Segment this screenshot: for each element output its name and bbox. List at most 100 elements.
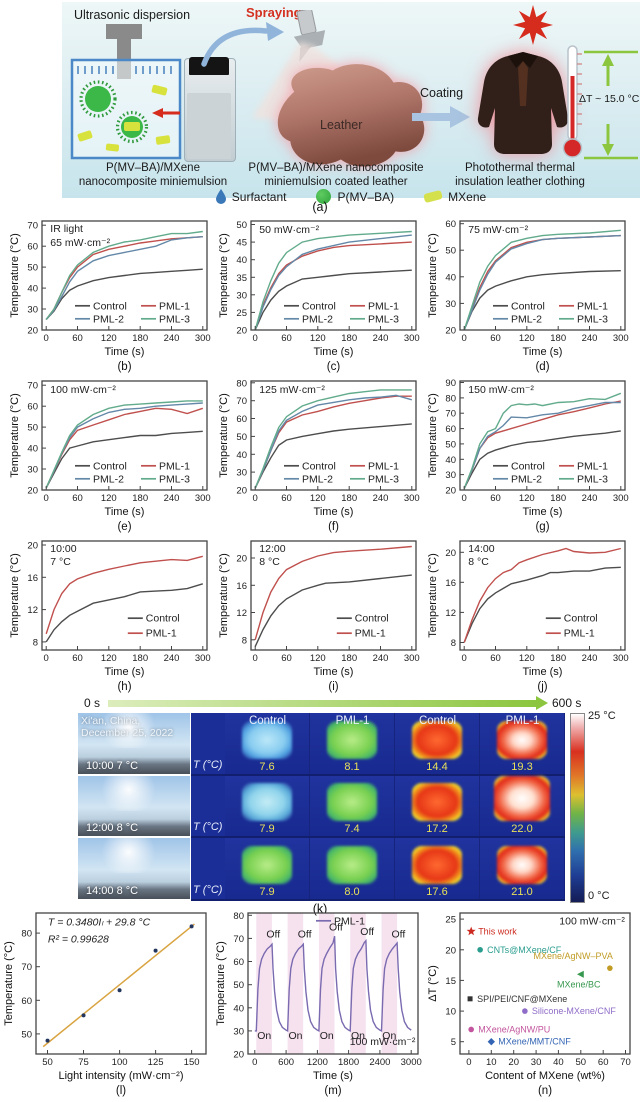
vial-cap bbox=[189, 57, 229, 75]
svg-text:100: 100 bbox=[112, 1057, 128, 1068]
svg-text:PML-2: PML-2 bbox=[511, 313, 542, 325]
svg-text:(n): (n) bbox=[538, 1085, 552, 1097]
svg-text:20: 20 bbox=[236, 326, 247, 337]
svg-text:60: 60 bbox=[445, 424, 456, 435]
svg-text:240: 240 bbox=[581, 333, 597, 344]
svg-text:70: 70 bbox=[21, 962, 32, 973]
svg-text:Time (s): Time (s) bbox=[104, 346, 144, 358]
svg-text:On: On bbox=[288, 1030, 302, 1042]
thermal-column-header: Control bbox=[248, 715, 287, 727]
svg-text:(g): (g) bbox=[535, 521, 549, 533]
svg-text:Control: Control bbox=[563, 613, 597, 625]
chart-row-1: 0 60 120 180 240 300 20 30 40 50 60 70 IR light 65 mW… bbox=[0, 216, 640, 379]
svg-text:120: 120 bbox=[100, 493, 116, 504]
svg-text:PML-1: PML-1 bbox=[145, 628, 176, 640]
svg-text:Time (s): Time (s) bbox=[522, 506, 562, 518]
svg-text:12: 12 bbox=[236, 608, 247, 619]
svg-text:Silicone-MXene/CNF: Silicone-MXene/CNF bbox=[532, 1006, 617, 1016]
svg-text:Temperature (°C): Temperature (°C) bbox=[218, 233, 230, 317]
svg-text:80: 80 bbox=[445, 393, 456, 404]
svg-text:Time (s): Time (s) bbox=[313, 506, 353, 518]
svg-text:(m): (m) bbox=[324, 1085, 341, 1097]
svg-text:120: 120 bbox=[309, 333, 325, 344]
sun-icon bbox=[513, 5, 553, 45]
thermal-image-cell: 8.1 bbox=[310, 713, 395, 774]
svg-text:70: 70 bbox=[27, 221, 38, 232]
svg-text:Off: Off bbox=[360, 926, 374, 938]
svg-text:Temperature (°C): Temperature (°C) bbox=[427, 233, 439, 317]
svg-text:Temperature (°C): Temperature (°C) bbox=[3, 941, 15, 1025]
svg-text:40: 40 bbox=[445, 455, 456, 466]
svg-text:50: 50 bbox=[27, 263, 38, 274]
svg-text:30: 30 bbox=[531, 1057, 542, 1068]
thermal-image-cell: 22.0 bbox=[480, 775, 565, 837]
svg-text:Off: Off bbox=[298, 928, 312, 940]
photo-time-label: 14:00 8 °C bbox=[86, 884, 139, 897]
svg-text:40: 40 bbox=[236, 255, 247, 266]
svg-text:PML-2: PML-2 bbox=[511, 473, 542, 485]
thermometer-icon bbox=[562, 45, 583, 158]
svg-text:300: 300 bbox=[403, 653, 419, 664]
svg-text:PML-2: PML-2 bbox=[93, 473, 124, 485]
miniemulsion-vial-photo bbox=[184, 57, 236, 162]
svg-text:(e): (e) bbox=[117, 521, 131, 533]
svg-text:180: 180 bbox=[341, 493, 357, 504]
timeline-end-label: 600 s bbox=[552, 696, 582, 710]
svg-text:0: 0 bbox=[43, 493, 48, 504]
svg-text:30: 30 bbox=[445, 299, 456, 310]
svg-text:Control: Control bbox=[511, 460, 545, 472]
svg-text:On: On bbox=[351, 1030, 365, 1042]
thermal-sample-blob bbox=[327, 783, 377, 822]
panel-f-chart: 0 60 120 180 240 300 20 30 40 50 60 70 80 125 mW·cm⁻²… bbox=[218, 376, 423, 539]
chart-svg-j: 0 60 120 180 240 300 8 12 16 20 14:008 °C Control PM… bbox=[427, 540, 628, 693]
svg-text:180: 180 bbox=[550, 333, 566, 344]
svg-text:PML-3: PML-3 bbox=[368, 473, 399, 485]
thermal-temperature-value: 7.4 bbox=[344, 823, 360, 836]
panel-k-thermal: 0 s 600 s Xi'an, China, December 25, 2022… bbox=[0, 696, 640, 916]
svg-text:10:00: 10:00 bbox=[50, 543, 76, 555]
svg-text:30: 30 bbox=[233, 1026, 244, 1037]
panel-h-chart: 0 60 120 180 240 300 8 12 16 20 10:00 7 °C Control PM… bbox=[9, 536, 214, 699]
svg-text:60: 60 bbox=[72, 333, 83, 344]
svg-text:240: 240 bbox=[372, 493, 388, 504]
svg-text:Time (s): Time (s) bbox=[104, 506, 144, 518]
svg-text:120: 120 bbox=[518, 333, 534, 344]
svg-text:(f): (f) bbox=[328, 521, 339, 533]
svg-text:Off: Off bbox=[391, 928, 405, 940]
svg-text:Temperature (°C): Temperature (°C) bbox=[215, 941, 227, 1025]
chart-svg-d: 0 60 120 180 240 300 20 30 40 50 60 75 mW·cm⁻² Contr… bbox=[427, 219, 629, 373]
svg-text:0: 0 bbox=[466, 1057, 471, 1068]
panel-d-chart: 0 60 120 180 240 300 20 30 40 50 60 75 mW·cm⁻² Contr… bbox=[427, 216, 632, 379]
svg-text:PML-1: PML-1 bbox=[159, 460, 190, 472]
svg-text:120: 120 bbox=[518, 493, 534, 504]
panel-g-chart: 0 60 120 180 240 300 20 30 40 50 60 70 80 90 150 mW·cm… bbox=[427, 376, 632, 539]
svg-text:0: 0 bbox=[252, 1057, 257, 1068]
svg-text:25: 25 bbox=[445, 915, 456, 926]
chart-row-3: 0 60 120 180 240 300 8 12 16 20 10:00 7 °C Control PM… bbox=[0, 536, 640, 699]
svg-text:5: 5 bbox=[451, 1037, 456, 1048]
svg-text:30: 30 bbox=[236, 468, 247, 479]
caption-coated-leather: P(MV–BA)/MXene nanocomposite miniemulsio… bbox=[248, 162, 424, 188]
thermal-column-header: Control bbox=[418, 715, 457, 727]
svg-text:Light intensity (mW·cm⁻²): Light intensity (mW·cm⁻²) bbox=[59, 1070, 184, 1082]
svg-text:SPI/PEI/CNF@MXene: SPI/PEI/CNF@MXene bbox=[477, 994, 567, 1004]
svg-text:60: 60 bbox=[445, 219, 456, 230]
thermal-sample-blob bbox=[412, 845, 462, 884]
svg-text:PML-1: PML-1 bbox=[159, 300, 190, 312]
svg-text:180: 180 bbox=[550, 653, 566, 664]
svg-text:60: 60 bbox=[233, 957, 244, 968]
svg-text:15: 15 bbox=[445, 976, 456, 987]
svg-text:45: 45 bbox=[236, 238, 247, 249]
thermal-sample-blob bbox=[242, 845, 292, 884]
svg-text:Time (s): Time (s) bbox=[522, 346, 562, 358]
svg-text:60: 60 bbox=[72, 493, 83, 504]
panel-n-chart: This work CNTs@MXene/CF MXene/AgNW–PVA MXen… bbox=[427, 908, 637, 1102]
svg-text:Time (s): Time (s) bbox=[104, 666, 144, 678]
svg-text:Temperature (°C): Temperature (°C) bbox=[9, 233, 21, 317]
surfactant-droplet-icon bbox=[215, 189, 226, 204]
chart-svg-f: 0 60 120 180 240 300 20 30 40 50 60 70 80 125 mW·cm⁻²… bbox=[218, 378, 420, 533]
svg-text:0: 0 bbox=[252, 493, 257, 504]
thermal-column-header: PML-1 bbox=[505, 715, 540, 727]
surfactant-marks-icon bbox=[77, 66, 172, 74]
